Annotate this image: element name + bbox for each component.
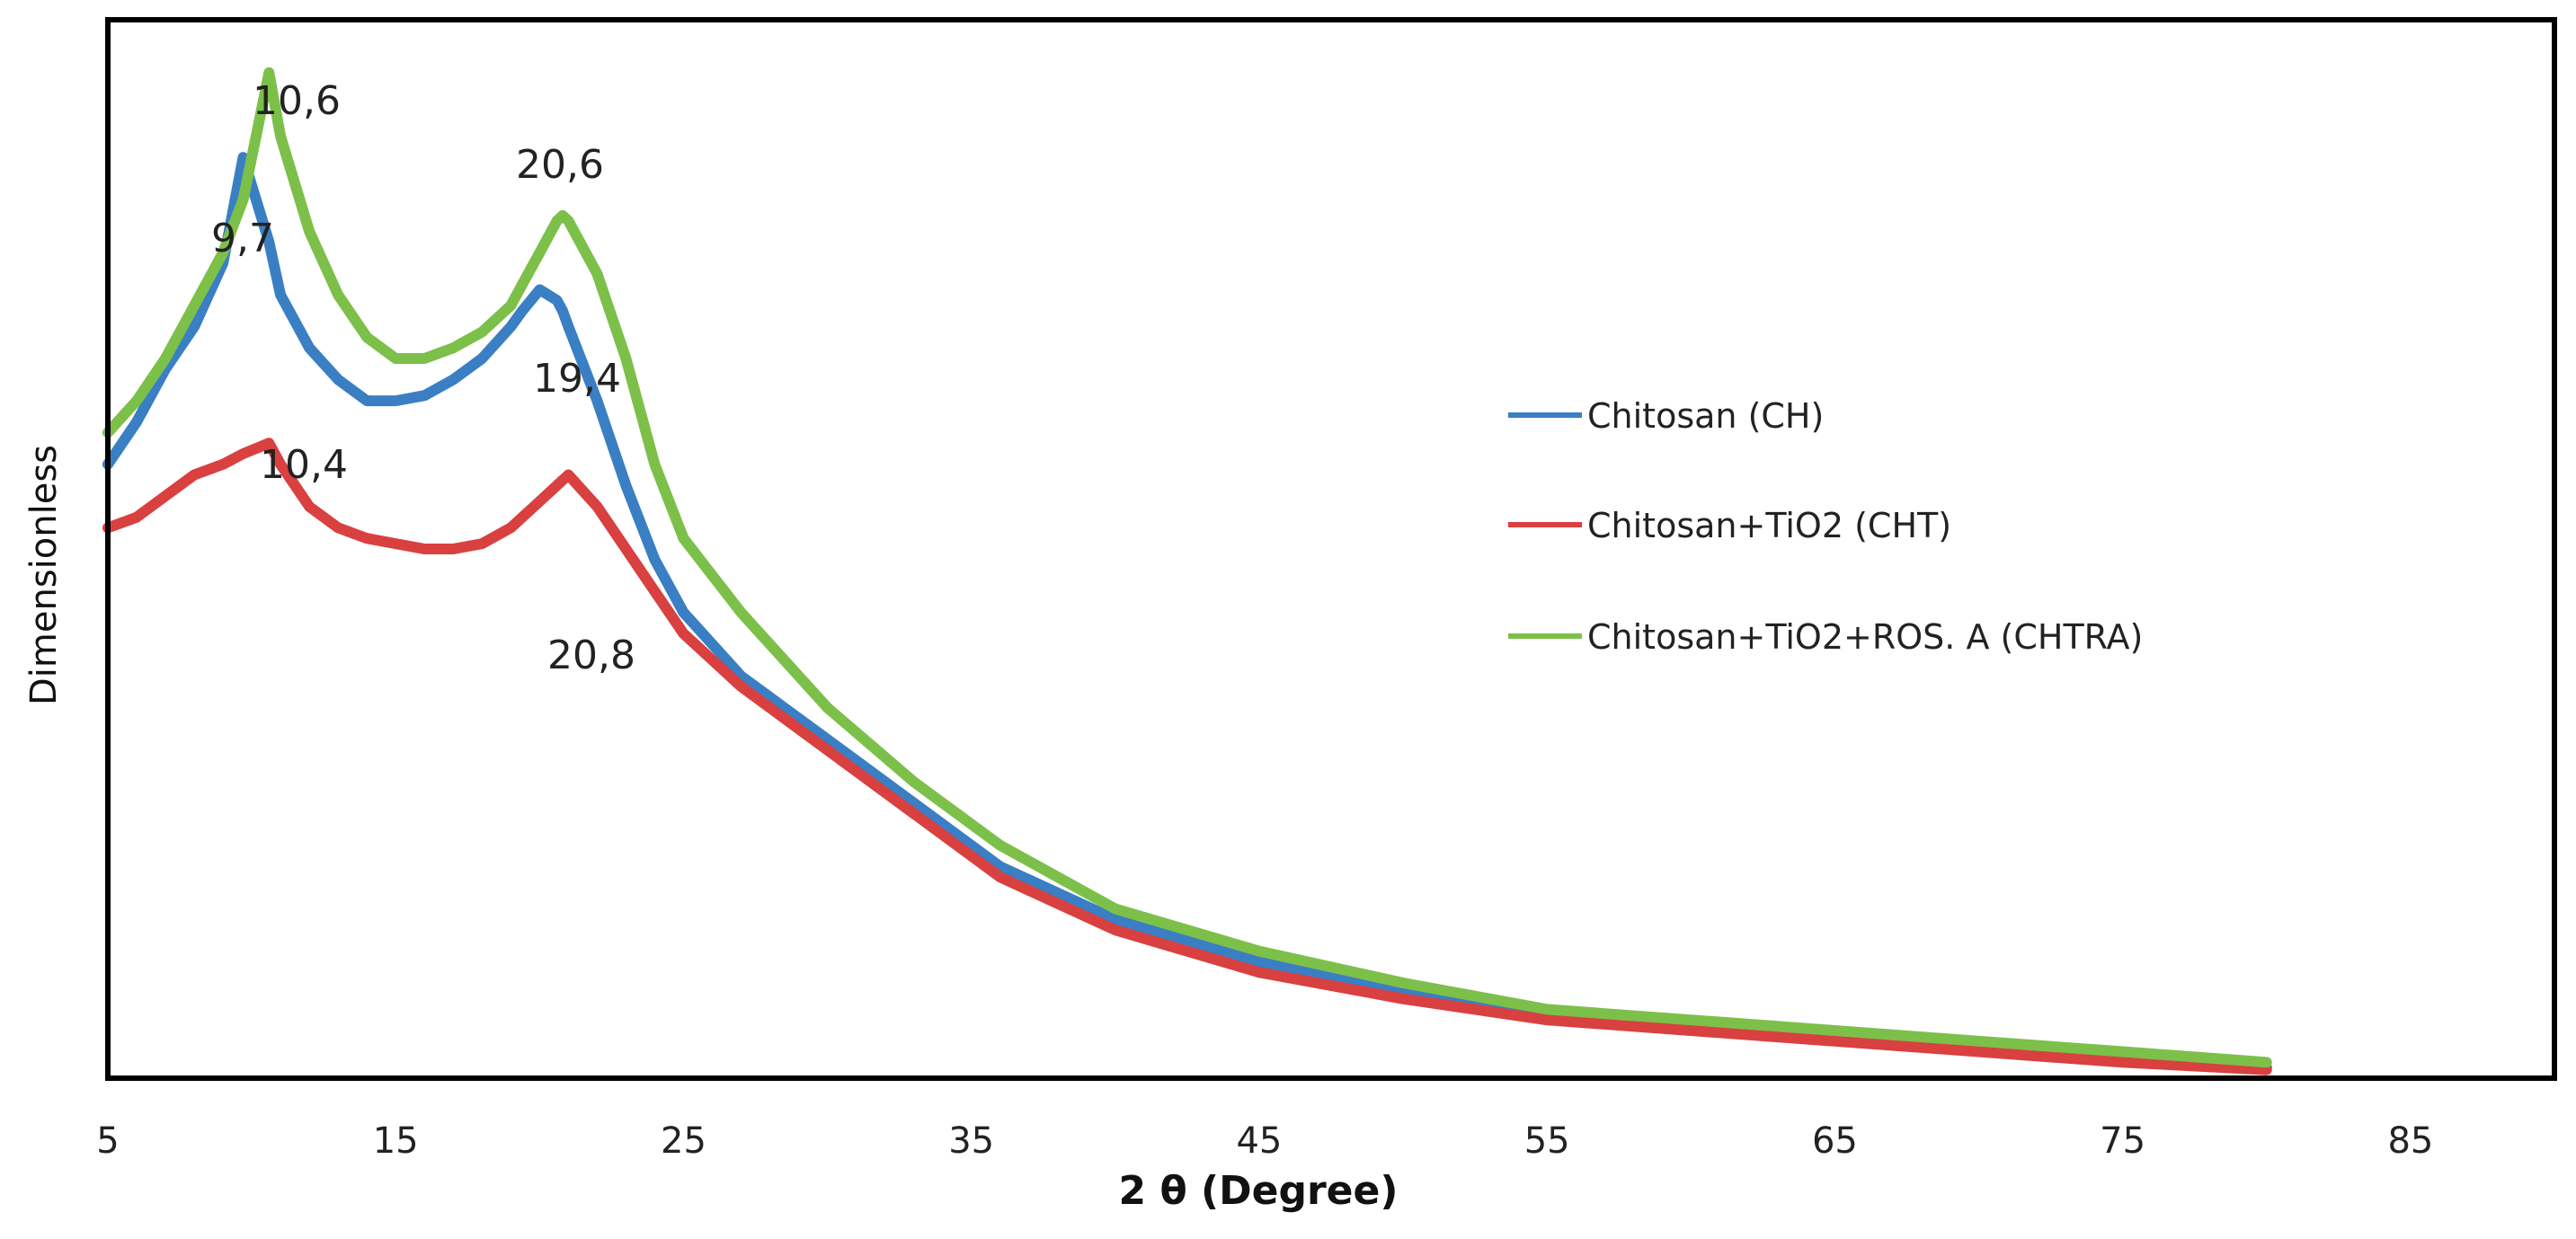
- x-tick-label: 55: [1524, 1120, 1570, 1162]
- legend-label-chtra: Chitosan+TiO2+ROS. A (CHTRA): [1587, 617, 2143, 657]
- annotation-peak-10-4: 10,4: [260, 442, 348, 488]
- annotation-peak-19-4: 19,4: [533, 356, 621, 402]
- x-tick-label: 45: [1236, 1120, 1282, 1162]
- x-axis-label: 2 θ (Degree): [1119, 1168, 1399, 1214]
- legend-label-cht: Chitosan+TiO2 (CHT): [1587, 506, 1951, 545]
- legend-label-ch: Chitosan (CH): [1587, 396, 1824, 436]
- plot-area-border: [105, 17, 2557, 1081]
- x-tick-label: 65: [1812, 1120, 1858, 1162]
- series-line-ch: [102, 152, 2272, 1074]
- y-axis-label: Dimensionless: [23, 445, 65, 705]
- x-tick-labels: 5 15 25 35 45 55 65 75 85: [96, 1120, 2433, 1162]
- x-tick-label: 15: [373, 1120, 419, 1162]
- x-tick-label: 35: [948, 1120, 994, 1162]
- x-tick-label: 25: [661, 1120, 706, 1162]
- series-line-chtra: [102, 66, 2272, 1068]
- legend: Chitosan (CH) Chitosan+TiO2 (CHT) Chitos…: [1508, 396, 2143, 657]
- annotation-peak-10-6: 10,6: [253, 78, 341, 124]
- x-tick-label: 75: [2100, 1120, 2145, 1162]
- annotation-peak-9-7: 9,7: [211, 216, 274, 261]
- annotation-peak-20-6: 20,6: [516, 142, 604, 188]
- series-line-cht: [102, 438, 2272, 1075]
- x-tick-label: 5: [96, 1120, 119, 1162]
- annotation-peak-20-8: 20,8: [547, 633, 635, 678]
- x-tick-label: 85: [2387, 1120, 2433, 1162]
- series-layer: [102, 66, 2272, 1075]
